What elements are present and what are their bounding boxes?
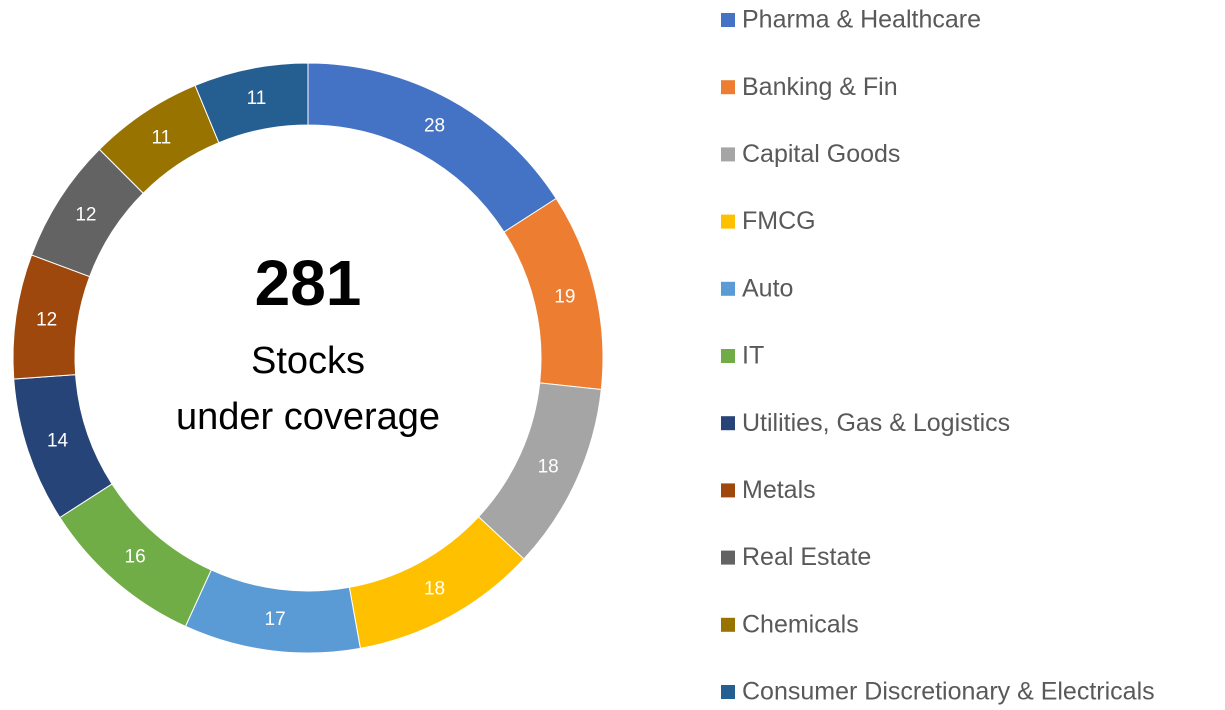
data-label: 14 — [47, 430, 69, 451]
legend-label: Pharma & Healthcare — [742, 6, 981, 34]
data-label: 11 — [247, 88, 267, 109]
legend-swatch — [721, 416, 735, 431]
legend-label: Capital Goods — [742, 140, 900, 168]
legend-swatch — [721, 214, 735, 229]
data-label: 18 — [424, 579, 445, 600]
legend-swatch — [721, 13, 735, 27]
legend-swatch — [721, 483, 735, 498]
center-text: under coverage — [176, 396, 440, 438]
legend-swatch — [721, 349, 735, 363]
data-label: 19 — [554, 286, 575, 307]
legend-swatch — [721, 281, 735, 296]
legend-label: Real Estate — [742, 543, 871, 571]
data-label: 17 — [265, 609, 286, 630]
legend-swatch — [721, 550, 735, 565]
data-label: 18 — [538, 457, 559, 478]
data-label: 12 — [75, 204, 96, 225]
data-label: 16 — [125, 547, 146, 568]
data-label: 11 — [151, 128, 171, 149]
data-label: 28 — [424, 115, 445, 136]
legend-label: Utilities, Gas & Logistics — [742, 409, 1010, 437]
legend-label: Banking & Fin — [742, 73, 898, 101]
legend-label: Chemicals — [742, 610, 859, 638]
center-text: Stocks — [251, 340, 365, 382]
legend-label: FMCG — [742, 207, 816, 235]
legend-swatch — [721, 147, 735, 162]
legend-label: IT — [742, 342, 764, 370]
data-label: 12 — [36, 309, 57, 330]
center-value: 281 — [255, 247, 362, 319]
legend-label: Consumer Discretionary & Electricals — [742, 678, 1155, 706]
donut-segment — [307, 62, 557, 233]
legend-label: Metals — [742, 476, 816, 504]
legend-swatch — [721, 685, 735, 699]
legend-swatch — [721, 617, 735, 632]
legend-label: Auto — [742, 274, 793, 302]
legend-swatch — [721, 80, 735, 95]
donut-segment — [194, 62, 309, 144]
